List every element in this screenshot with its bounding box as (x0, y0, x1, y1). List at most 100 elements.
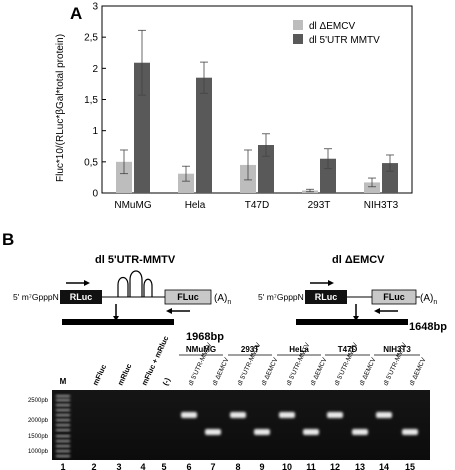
ladder-band (56, 419, 70, 422)
bar (382, 163, 398, 193)
bar (196, 77, 212, 193)
lane-number: 1 (60, 462, 65, 470)
polya-label: (A)n (420, 293, 437, 306)
pcr-band (352, 429, 368, 435)
x-tick-label: 293T (308, 200, 331, 211)
pcr-band (279, 412, 295, 418)
x-tick-label: NIH3T3 (364, 200, 399, 211)
gel-group-header: 293T (241, 345, 259, 354)
lane-label: (-) (161, 376, 173, 387)
lane-number: 8 (235, 462, 240, 470)
lane-number: 6 (186, 462, 191, 470)
y-tick-label: 3 (92, 2, 98, 13)
forward-primer-arrow (66, 280, 90, 286)
panel-a-label: A (70, 4, 82, 23)
lane-number: 9 (259, 462, 264, 470)
lane-number: 4 (140, 462, 145, 470)
reverse-primer-arrow (374, 308, 398, 314)
rluc-box (305, 290, 347, 304)
marker-label: 2000pb (28, 418, 49, 424)
marker-label: 2500pb (28, 398, 49, 404)
marker-label: 1000pb (28, 449, 49, 455)
lane-number: 12 (330, 462, 340, 470)
y-tick-label: 2,5 (84, 33, 98, 44)
fluc-label: FLuc (383, 292, 405, 302)
construct-title: dl ΔEMCV (332, 254, 385, 266)
rluc-label: RLuc (70, 292, 93, 302)
ladder-band (56, 424, 70, 427)
polya-label: (A)n (214, 293, 231, 306)
gel-group-header: T47D (338, 345, 358, 354)
legend-label-mmtv: dl 5'UTR MMTV (309, 35, 380, 46)
reverse-primer-arrow (166, 308, 190, 314)
pcr-band (327, 412, 343, 418)
x-tick-label: Hela (185, 200, 206, 211)
lane-number: 14 (379, 462, 389, 470)
pcr-band (303, 429, 319, 435)
ladder-band (56, 414, 70, 417)
lane-number: 15 (405, 462, 415, 470)
cap-label: 5' m⁷GpppN (13, 292, 59, 302)
ladder-band (56, 395, 70, 398)
bar (320, 158, 336, 193)
gel-group-header: NIH3T3 (383, 345, 411, 354)
pcr-band (402, 429, 418, 435)
x-tick-label: NMuMG (114, 200, 151, 211)
lane-number: 5 (161, 462, 166, 470)
legend-swatch-emcv (293, 20, 303, 30)
y-tick-label: 0,5 (84, 157, 98, 168)
lane-number: 3 (116, 462, 121, 470)
ladder-band (56, 445, 70, 448)
construct-title: dl 5'UTR-MMTV (95, 254, 176, 266)
bar-chart: 0 0,5 1 1,5 2 2,5 3 NMuMG Hela T47D 293T NIH3T3 (84, 2, 413, 211)
ladder-band (56, 450, 70, 453)
lane-label: M (60, 377, 67, 386)
lane-number: 11 (306, 462, 316, 470)
y-axis-label: Fluc*10/(RLuc*βGal*total protein) (55, 34, 66, 182)
lane-label: dl ΔEMCV (408, 356, 427, 387)
pcr-band (230, 412, 246, 418)
marker-label: 1500pb (28, 434, 49, 440)
ladder-band (56, 399, 70, 402)
panel-b-label: B (2, 230, 14, 249)
pcr-product-size: 1968bp (186, 331, 224, 343)
lane-label: dl ΔEMCV (309, 356, 328, 387)
y-tick-label: 0 (92, 189, 98, 200)
fluc-box (371, 289, 417, 305)
gel-group-header: HeLa (289, 345, 309, 354)
bar (364, 182, 380, 193)
ladder-band (56, 404, 70, 407)
pcr-band (254, 429, 270, 435)
cap-label: 5' m⁷GpppN (258, 292, 304, 302)
construct-5utr-mmtv: dl 5'UTR-MMTV 5' m⁷GpppN RLuc FLuc (A)n … (13, 254, 231, 343)
lane-label: dl ΔEMCV (358, 356, 377, 387)
chart-legend: dl ΔEMCV dl 5'UTR MMTV (293, 20, 380, 46)
gel-group-header: NMuMG (186, 345, 216, 354)
y-tick-label: 2 (92, 64, 98, 75)
lane-label: mFluc (91, 363, 108, 387)
ladder-band (56, 429, 70, 432)
legend-swatch-mmtv (293, 34, 303, 44)
legend-label-emcv: dl ΔEMCV (309, 21, 355, 32)
lane-label: mRluc (116, 362, 134, 387)
fluc-label: FLuc (177, 292, 199, 302)
pcr-band (181, 412, 197, 418)
pcr-product-bar (62, 319, 174, 325)
lane-number: 7 (210, 462, 215, 470)
pcr-product-size: 1648bp (409, 321, 447, 333)
utr-stem-loop (117, 270, 153, 297)
down-arrow (113, 304, 119, 321)
lane-label: dl ΔEMCV (211, 356, 230, 387)
lane-label: dl ΔEMCV (260, 356, 279, 387)
y-tick-label: 1,5 (84, 95, 98, 106)
ladder-band (56, 455, 70, 458)
x-tick-label: T47D (245, 200, 269, 211)
bar (258, 145, 274, 193)
construct-emcv: dl ΔEMCV 5' m⁷GpppN RLuc FLuc (A)n 1648b… (258, 254, 447, 333)
lane-number: 2 (91, 462, 96, 470)
pcr-product-bar (296, 319, 408, 325)
ladder-band (56, 440, 70, 443)
rluc-label: RLuc (315, 292, 338, 302)
y-tick-label: 1 (92, 126, 98, 137)
